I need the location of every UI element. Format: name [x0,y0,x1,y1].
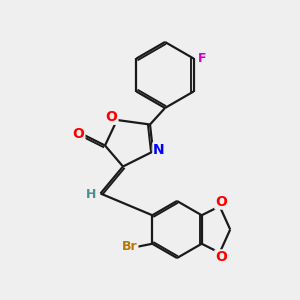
Text: H: H [86,188,96,202]
Text: Br: Br [122,240,138,253]
Text: O: O [73,127,85,140]
Text: O: O [215,250,227,264]
Text: O: O [106,110,118,124]
Text: N: N [153,143,165,157]
Text: O: O [215,195,227,209]
Text: F: F [198,52,207,65]
